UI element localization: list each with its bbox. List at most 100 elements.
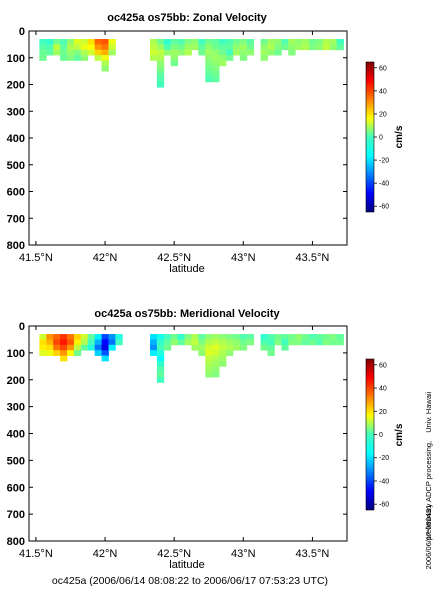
meridional-cell [177, 334, 185, 340]
zonal-cell [288, 44, 296, 51]
zonal-x-axis-label: latitude [169, 263, 204, 275]
zonal-cell [94, 55, 102, 61]
meridional-cell [212, 344, 220, 351]
zonal-colorbar-gradient [365, 61, 375, 213]
meridional-colorbar: 60 40 20 0 -20 -40 -60 cm/s [365, 358, 405, 511]
meridional-cell [205, 360, 213, 367]
zonal-cell [205, 49, 213, 56]
meridional-cell [67, 344, 75, 351]
meridional-cell [156, 350, 165, 356]
meridional-cell [281, 339, 289, 346]
meridional-cell [329, 334, 338, 340]
meridional-chart-title: oc425a os75bb: Meridional Velocity [94, 308, 280, 320]
meridional-cell [156, 355, 165, 362]
meridional-cell [274, 339, 282, 346]
zonal-cell [191, 44, 199, 51]
zonal-velocity-panel: oc425a os75bb: Zonal Velocity 0100200300… [7, 12, 405, 275]
meridional-colorbar-label: cm/s [394, 423, 405, 446]
meridional-cell [101, 339, 109, 346]
zonal-cell [170, 60, 179, 67]
meridional-cell [94, 350, 102, 356]
meridional-cell [87, 334, 96, 340]
zonal-cell [205, 39, 213, 45]
zonal-cell [198, 44, 206, 51]
meridional-cell [163, 339, 172, 346]
zonal-cell [177, 49, 185, 56]
zonal-y-tick-label: 500 [7, 160, 25, 172]
zonal-cell [302, 44, 310, 51]
processing-note-main: preliminary ADCP processing, [424, 441, 433, 541]
meridional-cell [191, 334, 199, 340]
meridional-y-axis: 0 100 200 300 400 500 600 700 800 [7, 321, 347, 548]
meridional-cell [205, 366, 213, 373]
meridional-cell [53, 334, 61, 340]
zonal-cell [60, 44, 68, 51]
meridional-y-tick-label: 300 [7, 402, 25, 414]
meridional-cell [246, 339, 255, 346]
meridional-cell [205, 339, 213, 346]
meridional-cell [295, 339, 303, 346]
zonal-plot-frame [28, 30, 348, 246]
zonal-x-axis: 41.5°N 42°N 42.5°N 43°N 43.5°N [19, 31, 329, 264]
meridional-x-axis: 41.5°N 42°N 42.5°N 43°N 43.5°N [19, 326, 329, 560]
zonal-cell [205, 65, 213, 72]
meridional-cell [149, 344, 158, 351]
meridional-cell [308, 339, 317, 346]
zonal-cell [212, 65, 220, 72]
zonal-cell [60, 39, 68, 45]
meridional-x-tick-label: 43.5°N [296, 548, 330, 560]
zonal-cell [87, 49, 96, 56]
zonal-colorbar-ticks: 60 40 20 0 -20 -40 -60 [374, 65, 389, 211]
zonal-cell [205, 76, 213, 83]
zonal-cell [163, 49, 172, 56]
meridional-colorbar-gradient [365, 358, 375, 511]
zonal-cell [170, 44, 179, 51]
zonal-cell [281, 44, 289, 51]
meridional-cell [80, 344, 89, 351]
meridional-x-tick-label: 42°N [93, 548, 118, 560]
zonal-cell [67, 44, 75, 51]
meridional-colorbar-tick-label: -60 [379, 502, 389, 509]
processing-note-affiliation: Univ. Hawaii [424, 391, 433, 432]
zonal-cell [80, 39, 89, 45]
meridional-cell [226, 350, 234, 356]
meridional-cell [156, 377, 165, 383]
meridional-cell [87, 339, 96, 346]
zonal-x-tick-label: 43.5°N [296, 252, 330, 264]
meridional-x-tick-label: 43°N [231, 548, 256, 560]
meridional-cell [239, 339, 248, 346]
zonal-cell [73, 55, 82, 61]
meridional-cell [212, 371, 220, 378]
zonal-cell [226, 39, 234, 45]
meridional-y-tick-label: 800 [7, 536, 25, 548]
meridional-cell [80, 339, 89, 346]
zonal-cell [53, 49, 61, 56]
meridional-colorbar-tick-label: 40 [379, 386, 387, 393]
meridional-cell [267, 339, 275, 346]
meridional-cell [94, 339, 102, 346]
meridional-cell [239, 344, 248, 351]
meridional-colorbar-tick-label: 60 [379, 362, 387, 369]
meridional-cell [219, 350, 227, 356]
meridional-cell [163, 334, 172, 340]
meridional-cell [101, 344, 109, 351]
meridional-cell [156, 366, 165, 373]
zonal-cell [205, 60, 213, 67]
meridional-plot-frame [28, 325, 348, 542]
meridional-cell [260, 344, 268, 351]
meridional-cell [288, 339, 296, 346]
zonal-cell [87, 44, 96, 51]
zonal-cell [212, 55, 220, 61]
meridional-cell [101, 355, 109, 362]
zonal-colorbar: 60 40 20 0 -20 -40 -60 cm/s [365, 61, 405, 213]
zonal-cell [212, 39, 220, 45]
meridional-cell [198, 350, 206, 356]
zonal-cell [205, 44, 213, 51]
zonal-cell [246, 44, 255, 51]
meridional-cell [329, 339, 338, 346]
meridional-cell [156, 360, 165, 367]
meridional-cell [39, 334, 47, 340]
zonal-cell [101, 65, 109, 72]
meridional-cell [170, 334, 179, 340]
zonal-cell [336, 39, 344, 45]
